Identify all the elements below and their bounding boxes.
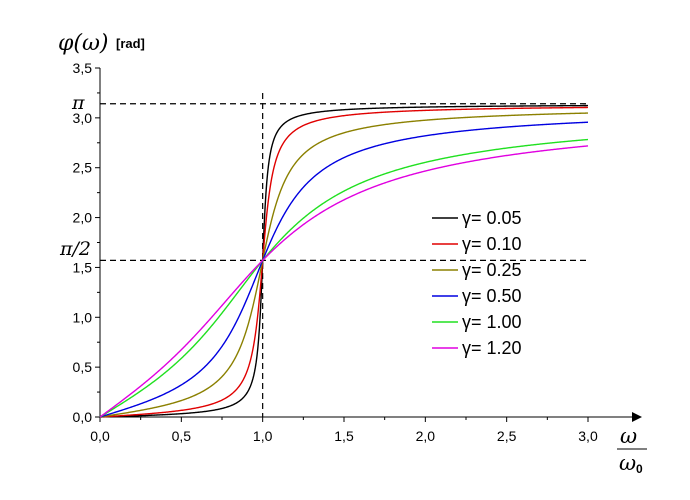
y-tick-label: 3,5 bbox=[73, 60, 93, 76]
y-tick-label: 0,0 bbox=[73, 409, 93, 425]
series-line bbox=[99, 145, 589, 418]
x-tick-label: 1,0 bbox=[253, 428, 273, 444]
x-tick-label: 3,0 bbox=[578, 428, 598, 444]
x-label-denominator-sub: 0 bbox=[636, 462, 643, 476]
y-axis-unit: [rad] bbox=[116, 36, 145, 51]
series-line bbox=[99, 138, 589, 418]
x-ticks: 0,0 0,5 1,0 1,5 2,0 2,5 3,0 bbox=[90, 417, 598, 444]
series-curves bbox=[99, 104, 589, 418]
legend-label: γ= 0.05 bbox=[462, 208, 522, 228]
y-tick-label: 1,0 bbox=[73, 309, 93, 325]
x-tick-label: 2,0 bbox=[416, 428, 436, 444]
legend-label: γ= 0.10 bbox=[462, 234, 522, 254]
y-tick-label: 1,5 bbox=[73, 259, 93, 275]
pi-half-label: π/2 bbox=[59, 238, 91, 260]
series-line bbox=[99, 112, 589, 418]
x-label-denominator: ω bbox=[619, 451, 636, 475]
legend-label: γ= 1.20 bbox=[462, 338, 522, 358]
x-axis-arrow bbox=[632, 412, 642, 422]
y-tick-label: 2,5 bbox=[73, 160, 93, 176]
legend: γ= 0.05 γ= 0.10 γ= 0.25 γ= 0.50 γ= 1.00 γ= 1.… bbox=[432, 208, 522, 358]
series-line bbox=[99, 104, 588, 418]
pi-label: π bbox=[71, 92, 85, 114]
y-axis-label: φ(ω) bbox=[58, 31, 109, 56]
x-tick-label: 1,5 bbox=[334, 428, 354, 444]
legend-label: γ= 0.50 bbox=[462, 286, 522, 306]
y-tick-label: 2,0 bbox=[73, 210, 93, 226]
x-tick-label: 2,5 bbox=[497, 428, 517, 444]
series-line bbox=[99, 121, 589, 418]
x-tick-label: 0,0 bbox=[90, 428, 110, 444]
legend-label: γ= 1.00 bbox=[462, 312, 522, 332]
y-tick-label: 0,5 bbox=[73, 359, 93, 375]
series-line bbox=[99, 106, 588, 418]
y-ticks: 0,0 0,5 1,0 1,5 2,0 2,5 3,0 3,5 bbox=[73, 60, 100, 425]
y-tick-label: 3,0 bbox=[73, 110, 93, 126]
legend-label: γ= 0.25 bbox=[462, 260, 522, 280]
x-label-numerator: ω bbox=[620, 424, 637, 448]
reference-lines bbox=[100, 93, 588, 417]
x-tick-label: 0,5 bbox=[172, 428, 192, 444]
